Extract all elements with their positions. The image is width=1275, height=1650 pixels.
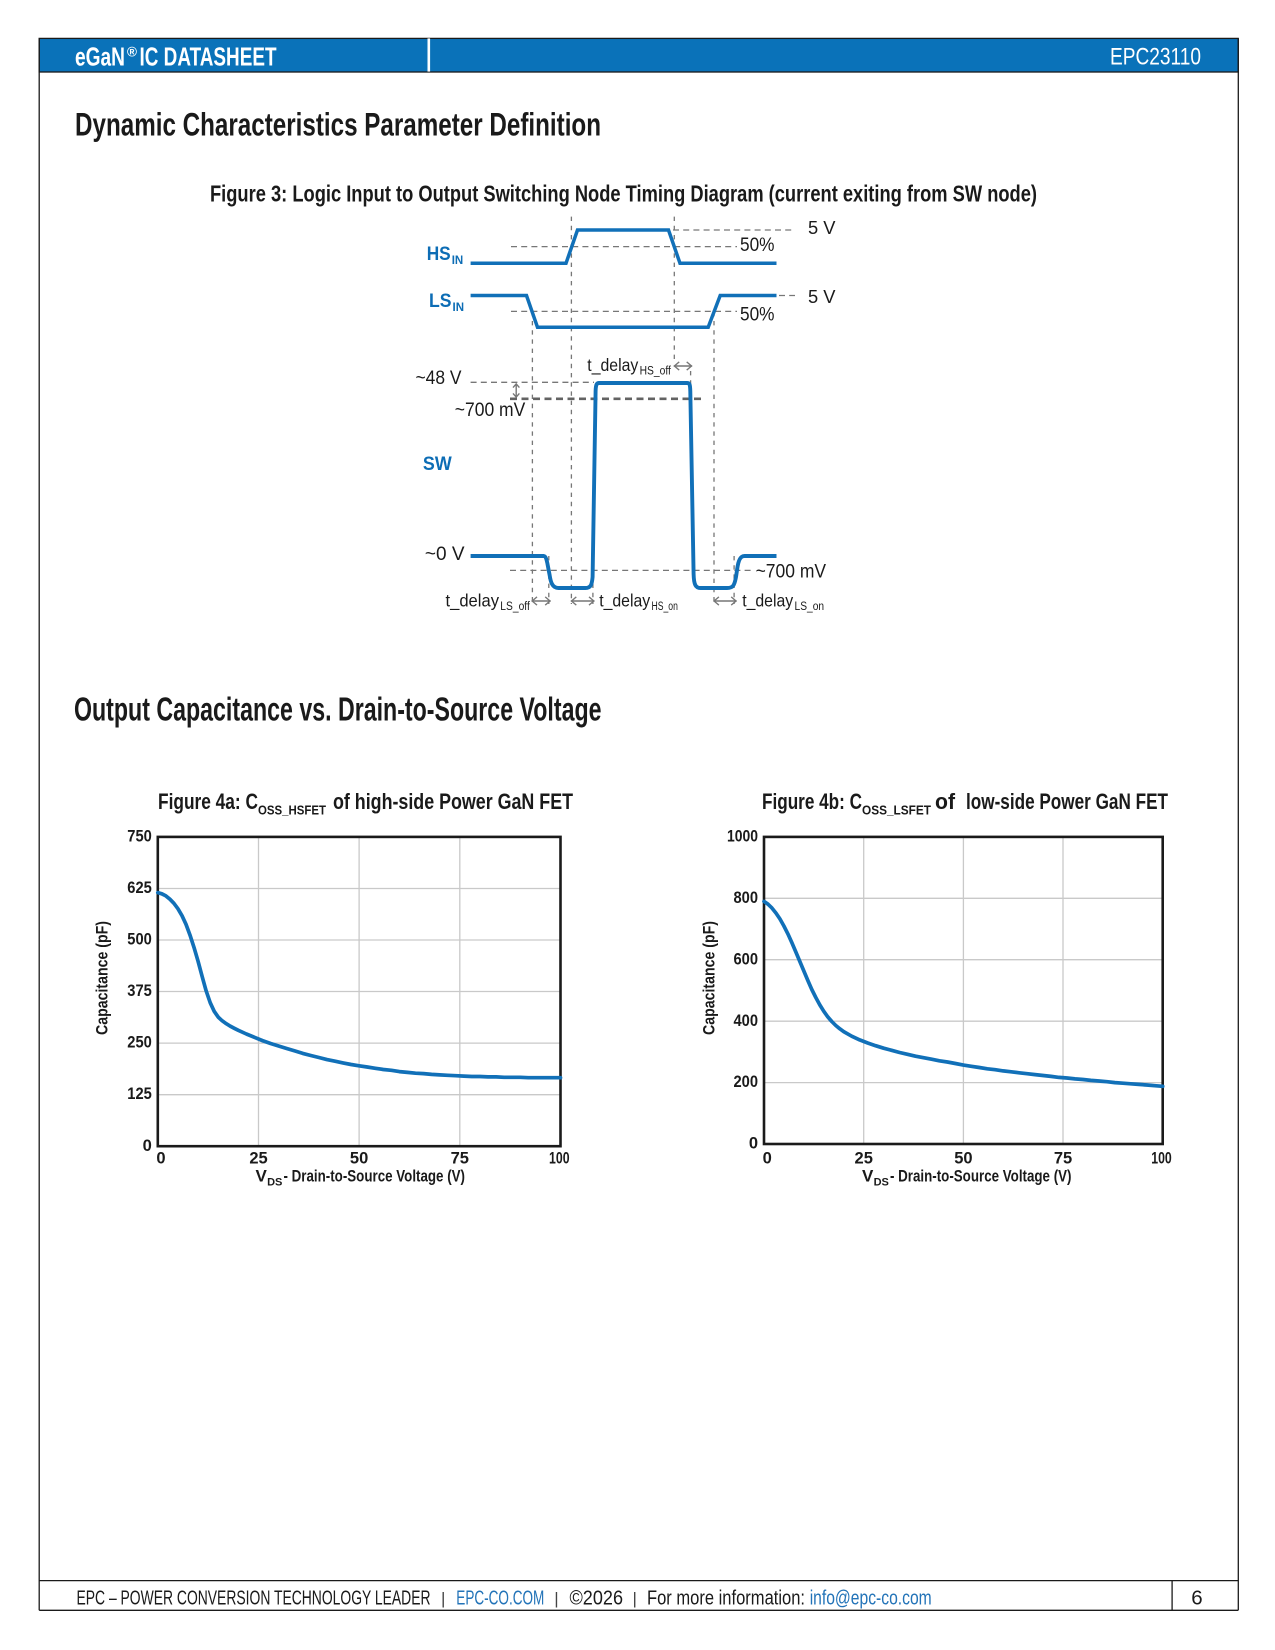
svg-text:info@epc-co.com: info@epc-co.com [810, 1587, 932, 1610]
svg-text:Figure 4b: C: Figure 4b: C [762, 789, 862, 814]
svg-text:OSS_LSFET: OSS_LSFET [862, 803, 931, 818]
svg-text:625: 625 [127, 879, 152, 897]
svg-text:600: 600 [734, 950, 759, 968]
svg-text:|: | [554, 1589, 558, 1608]
svg-text:1000: 1000 [727, 828, 758, 846]
svg-text:DS: DS [874, 1176, 889, 1188]
svg-text:6: 6 [1191, 1587, 1202, 1610]
svg-text:5 V: 5 V [808, 286, 836, 307]
svg-text:of: of [935, 789, 956, 814]
svg-text:t_delay: t_delay [599, 590, 650, 611]
svg-text:0: 0 [156, 1149, 165, 1167]
svg-text:5 V: 5 V [808, 217, 836, 238]
svg-text:75: 75 [451, 1149, 469, 1167]
svg-text:OSS_HSFET: OSS_HSFET [258, 803, 326, 818]
svg-text:IC DATASHEET: IC DATASHEET [140, 41, 277, 71]
svg-text:100: 100 [1151, 1149, 1172, 1167]
svg-text:t_delay: t_delay [446, 590, 500, 611]
svg-text:- Drain-to-Source Voltage (V): - Drain-to-Source Voltage (V) [890, 1166, 1072, 1185]
svg-text:IN: IN [452, 255, 464, 267]
svg-text:800: 800 [734, 889, 759, 907]
svg-text:25: 25 [855, 1149, 873, 1167]
svg-text:~0 V: ~0 V [425, 544, 465, 565]
svg-text:LS: LS [429, 290, 452, 312]
svg-text:LS_off: LS_off [500, 601, 530, 613]
svg-text:50%: 50% [740, 303, 775, 325]
svg-text:250: 250 [127, 1034, 152, 1052]
svg-text:Figure 4a: C: Figure 4a: C [158, 789, 258, 814]
svg-text:Output Capacitance vs. Drain-t: Output Capacitance vs. Drain-to-Source V… [74, 690, 602, 727]
svg-text:500: 500 [127, 931, 152, 949]
svg-text:- Drain-to-Source Voltage (V): - Drain-to-Source Voltage (V) [284, 1166, 466, 1185]
svg-text:|: | [632, 1589, 636, 1608]
svg-text:LS_on: LS_on [795, 601, 825, 613]
svg-text:of high-side Power GaN FET: of high-side Power GaN FET [333, 789, 573, 814]
svg-text:Dynamic Characteristics Parame: Dynamic Characteristics Parameter Defini… [75, 107, 601, 143]
svg-text:V: V [256, 1166, 268, 1185]
svg-text:For more information:: For more information: [647, 1587, 805, 1610]
svg-text:t_delay: t_delay [742, 590, 793, 611]
svg-text:0: 0 [763, 1149, 772, 1167]
svg-text:25: 25 [249, 1149, 267, 1167]
svg-text:400: 400 [734, 1012, 759, 1030]
svg-text:0: 0 [749, 1135, 758, 1153]
svg-text:SW: SW [423, 453, 452, 475]
svg-text:IN: IN [453, 302, 465, 314]
svg-text:Figure 3: Logic Input to Outpu: Figure 3: Logic Input to Output Switchin… [210, 181, 1037, 207]
svg-text:~700 mV: ~700 mV [455, 400, 526, 421]
svg-text:HS: HS [427, 243, 451, 265]
svg-text:0: 0 [143, 1137, 152, 1155]
svg-text:|: | [441, 1589, 445, 1608]
svg-text:750: 750 [127, 828, 152, 846]
svg-text:125: 125 [127, 1085, 152, 1103]
svg-text:eGaN: eGaN [75, 41, 125, 71]
svg-text:low-side Power GaN FET: low-side Power GaN FET [966, 789, 1168, 814]
svg-text:Capacitance (pF): Capacitance (pF) [700, 921, 719, 1035]
svg-text:Capacitance (pF): Capacitance (pF) [93, 921, 112, 1035]
svg-text:®: ® [127, 45, 137, 60]
svg-text:100: 100 [549, 1149, 570, 1167]
svg-text:HS_off: HS_off [640, 366, 672, 378]
svg-text:200: 200 [734, 1073, 759, 1091]
svg-text:EPC23110: EPC23110 [1110, 43, 1201, 70]
svg-text:75: 75 [1054, 1149, 1072, 1167]
svg-text:V: V [862, 1166, 874, 1185]
svg-text:EPC-CO.COM: EPC-CO.COM [456, 1587, 544, 1610]
svg-text:DS: DS [267, 1176, 282, 1188]
svg-text:HS_on: HS_on [652, 601, 678, 613]
svg-text:375: 375 [127, 982, 152, 1000]
svg-text:t_delay: t_delay [587, 355, 638, 376]
svg-text:~700 mV: ~700 mV [756, 562, 827, 583]
svg-text:50: 50 [350, 1149, 368, 1167]
svg-text:©2026: ©2026 [570, 1587, 624, 1610]
svg-text:EPC – POWER CONVERSION TECHNOL: EPC – POWER CONVERSION TECHNOLOGY LEADER [77, 1587, 431, 1610]
svg-text:50: 50 [954, 1149, 972, 1167]
svg-text:~48 V: ~48 V [416, 368, 462, 389]
svg-text:50%: 50% [740, 234, 775, 256]
